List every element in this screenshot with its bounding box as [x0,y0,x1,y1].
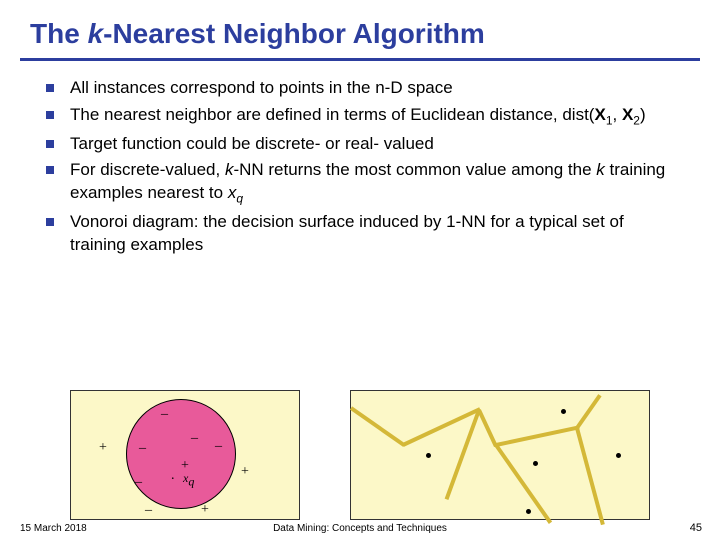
bullet-5: Vonoroi diagram: the decision surface in… [70,211,670,257]
voronoi-site [616,453,621,458]
knn-mark: _ [161,403,168,417]
voronoi-site [533,461,538,466]
footer-center: Data Mining: Concepts and Techniques [0,523,720,534]
voronoi-site [426,453,431,458]
voronoi-edge [575,427,605,525]
knn-circle [126,399,236,509]
knn-mark: _ [139,437,146,451]
title-k: k [88,18,104,49]
voronoi-site [561,409,566,414]
knn-mark: _ [135,471,142,485]
title-suffix: -Nearest Neighbor Algorithm [103,18,485,49]
knn-mark: + [201,503,209,517]
knn-mark: _ [145,499,152,513]
knn-panel: _+___+_.+_+ xq [70,390,300,520]
bullet-3: Target function could be discrete- or re… [70,133,670,156]
bullet-2: The nearest neighbor are defined in term… [70,104,670,129]
knn-mark: _ [215,435,222,449]
slide-title: The k-Nearest Neighbor Algorithm [0,0,720,58]
bullet-1: All instances correspond to points in th… [70,77,670,100]
knn-mark: + [99,441,107,455]
voronoi-edge [350,406,406,447]
knn-mark: . [171,469,175,483]
knn-mark: + [241,465,249,479]
voronoi-edge [496,425,580,447]
voronoi-edge [575,394,601,429]
xq-label: xq [183,471,194,489]
bullet-4: For discrete-valued, k-NN returns the mo… [70,159,670,207]
diagram-row: _+___+_.+_+ xq [70,390,650,520]
title-underline [20,58,700,61]
bullet-list: All instances correspond to points in th… [0,71,720,257]
knn-mark: _ [191,427,198,441]
voronoi-edge [494,444,552,524]
footer-page-number: 45 [690,522,702,534]
voronoi-panel [350,390,650,520]
voronoi-site [526,509,531,514]
title-prefix: The [30,18,88,49]
voronoi-edge [477,409,498,447]
